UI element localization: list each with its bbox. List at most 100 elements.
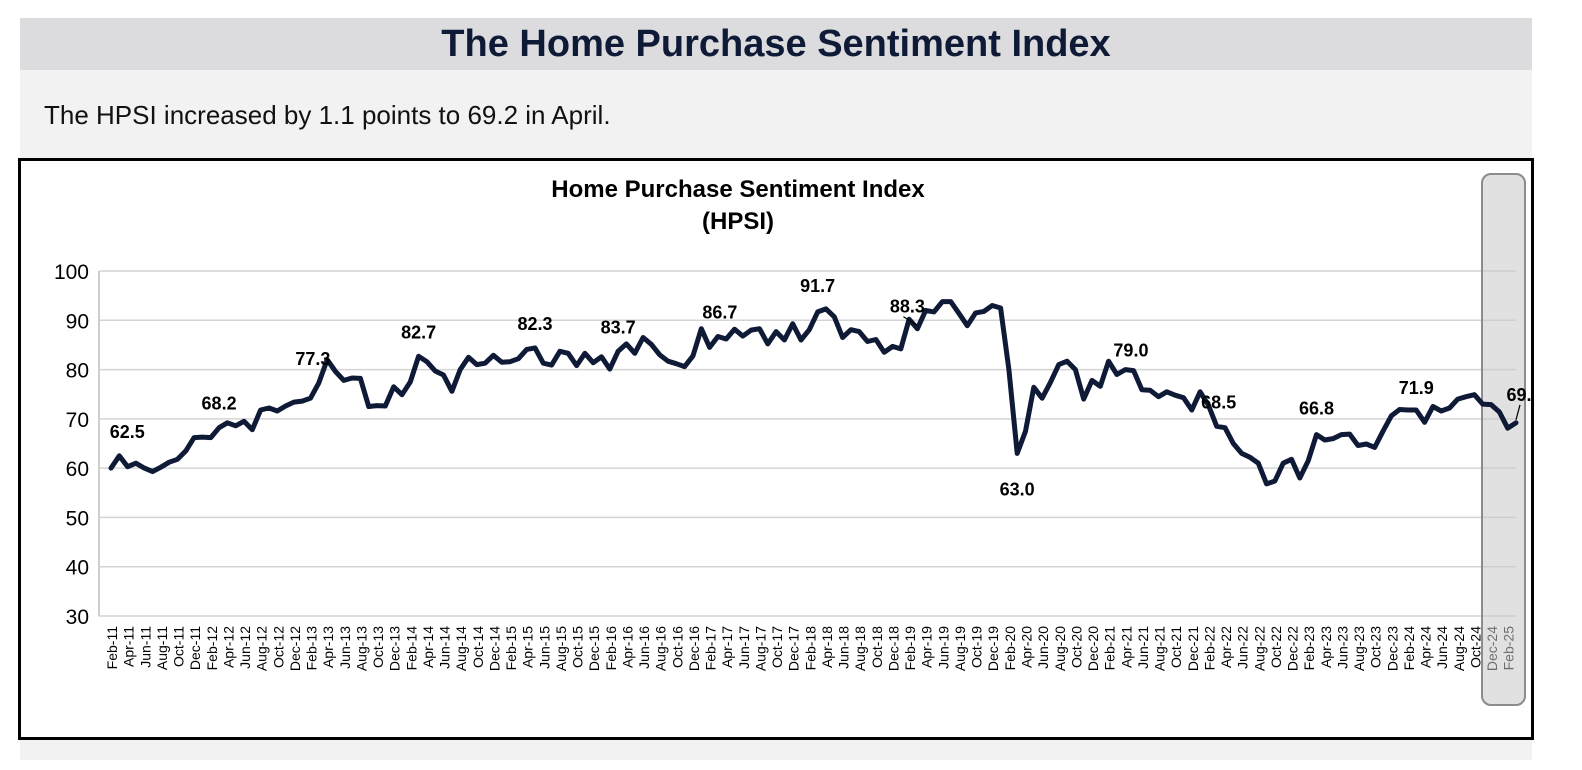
x-tick-label: Feb-21 (1102, 626, 1118, 671)
page-title: The Home Purchase Sentiment Index (441, 23, 1111, 65)
x-tick-label: Aug-20 (1052, 626, 1068, 671)
x-tick-label: Oct-22 (1268, 626, 1284, 668)
x-tick-label: Dec-15 (586, 626, 602, 671)
x-tick-label: Oct-12 (270, 626, 286, 668)
x-tick-label: Feb-19 (902, 626, 918, 671)
x-tick-label: Aug-13 (353, 626, 369, 671)
x-tick-label: Jun-11 (137, 626, 153, 668)
x-tick-label: Apr-17 (719, 626, 735, 668)
x-tick-label: Jun-23 (1334, 626, 1350, 669)
x-tick-label: Jun-22 (1235, 626, 1251, 669)
data-label: 69.2 (1506, 385, 1531, 405)
hpsi-chart: Home Purchase Sentiment Index (HPSI) 30 4… (54, 173, 1531, 706)
x-tick-label: Apr-18 (819, 626, 835, 668)
x-tick-label: Apr-12 (220, 626, 236, 668)
x-tick-label: Apr-22 (1218, 626, 1234, 668)
y-tick-label: 80 (66, 360, 89, 383)
y-tick-label: 90 (66, 310, 89, 333)
chart-title: Home Purchase Sentiment Index (551, 176, 925, 203)
x-tick-label: Aug-16 (653, 626, 669, 671)
x-tick-label: Jun-18 (836, 626, 852, 669)
data-label-leader (1515, 404, 1521, 420)
y-tick-label: 40 (66, 557, 89, 580)
x-tick-label: Jun-12 (237, 626, 253, 669)
x-tick-label: Apr-16 (619, 626, 635, 668)
x-tick-label: Dec-11 (187, 626, 203, 670)
x-tick-label: Aug-21 (1152, 626, 1168, 671)
data-label: 83.7 (601, 317, 636, 337)
x-tick-label: Oct-19 (969, 626, 985, 668)
x-tick-label: Apr-13 (320, 626, 336, 668)
x-tick-label: Dec-18 (885, 626, 901, 671)
x-tick-label: Dec-14 (486, 626, 502, 671)
data-label: 88.3 (890, 297, 925, 317)
data-label: 77.3 (295, 349, 330, 369)
x-tick-label: Apr-11 (121, 626, 137, 667)
x-tick-label: Feb-13 (304, 626, 320, 671)
x-tick-label: Aug-12 (254, 626, 270, 671)
x-tick-label: Oct-14 (470, 626, 486, 668)
x-tick-label: Oct-13 (370, 626, 386, 668)
x-tick-label: Aug-18 (852, 626, 868, 671)
x-tick-label: Feb-23 (1301, 626, 1317, 671)
x-tick-label: Apr-21 (1118, 626, 1134, 668)
x-tick-label: Apr-19 (919, 626, 935, 668)
x-tick-label: Dec-22 (1285, 626, 1301, 671)
x-tick-label: Feb-11 (104, 626, 120, 670)
x-tick-label: Feb-16 (603, 626, 619, 671)
x-tick-label: Aug-15 (553, 626, 569, 671)
x-tick-label: Oct-17 (769, 626, 785, 668)
data-label: 79.0 (1113, 341, 1148, 361)
x-tick-label: Feb-22 (1201, 626, 1217, 671)
x-tick-label: Apr-20 (1018, 626, 1034, 668)
x-tick-label: Aug-11 (154, 626, 170, 670)
x-tick-label: Feb-15 (503, 626, 519, 671)
x-tick-label: Feb-20 (1002, 626, 1018, 671)
x-tick-label: Jun-15 (536, 626, 552, 669)
y-tick-label: 70 (66, 409, 89, 432)
x-tick-label: Jun-19 (935, 626, 951, 669)
x-tick-label: Jun-13 (337, 626, 353, 669)
y-axis: 30 40 50 60 70 80 90 100 (54, 261, 89, 629)
x-tick-label: Aug-14 (453, 626, 469, 671)
x-tick-label: Apr-24 (1418, 626, 1434, 668)
y-tick-label: 100 (54, 261, 89, 284)
scrollbar-thumb[interactable] (1481, 173, 1526, 706)
x-tick-label: Jun-21 (1135, 626, 1151, 669)
y-tick-label: 30 (66, 606, 89, 629)
x-tick-label: Oct-18 (869, 626, 885, 668)
data-label: 71.9 (1399, 378, 1434, 398)
x-tick-label: Aug-17 (752, 626, 768, 671)
x-tick-label: Dec-20 (1085, 626, 1101, 671)
data-label: 82.3 (517, 314, 552, 334)
grid (98, 270, 1516, 617)
data-label: 86.7 (702, 303, 737, 323)
summary-text: The HPSI increased by 1.1 points to 69.2… (44, 100, 611, 130)
x-tick-label: Aug-19 (952, 626, 968, 671)
data-label: 91.7 (800, 276, 835, 296)
x-tick-label: Apr-15 (520, 626, 536, 668)
x-tick-label: Dec-19 (985, 626, 1001, 671)
x-tick-label: Oct-15 (570, 626, 586, 668)
x-tick-label: Jun-20 (1035, 626, 1051, 669)
title-banner: The Home Purchase Sentiment Index (20, 18, 1532, 70)
x-axis: Feb-11 Apr-11 Jun-11 Aug-11 Oct-11 Dec-11 Feb-… (104, 626, 1517, 671)
x-tick-label: Oct-20 (1068, 626, 1084, 668)
x-tick-label: Feb-18 (802, 626, 818, 671)
x-tick-label: Jun-24 (1434, 626, 1450, 669)
data-labels: 62.5 68.2 77.3 82.7 82.3 83.7 86.7 91.7 88.3 63.0… (110, 276, 1531, 499)
x-tick-label: Dec-13 (387, 626, 403, 671)
x-tick-label: Jun-14 (437, 626, 453, 669)
data-label: 66.8 (1299, 399, 1334, 419)
data-label-leader (903, 316, 918, 327)
x-tick-label: Aug-24 (1451, 626, 1467, 671)
x-tick-label: Oct-16 (669, 626, 685, 668)
x-tick-label: Jun-17 (736, 626, 752, 669)
y-tick-label: 50 (66, 507, 89, 530)
x-tick-label: Feb-12 (204, 626, 220, 671)
data-label: 63.0 (1000, 479, 1035, 499)
x-tick-label: Jun-16 (636, 626, 652, 669)
x-tick-label: Oct-21 (1168, 626, 1184, 668)
x-tick-label: Feb-24 (1401, 626, 1417, 671)
x-tick-label: Apr-23 (1318, 626, 1334, 668)
